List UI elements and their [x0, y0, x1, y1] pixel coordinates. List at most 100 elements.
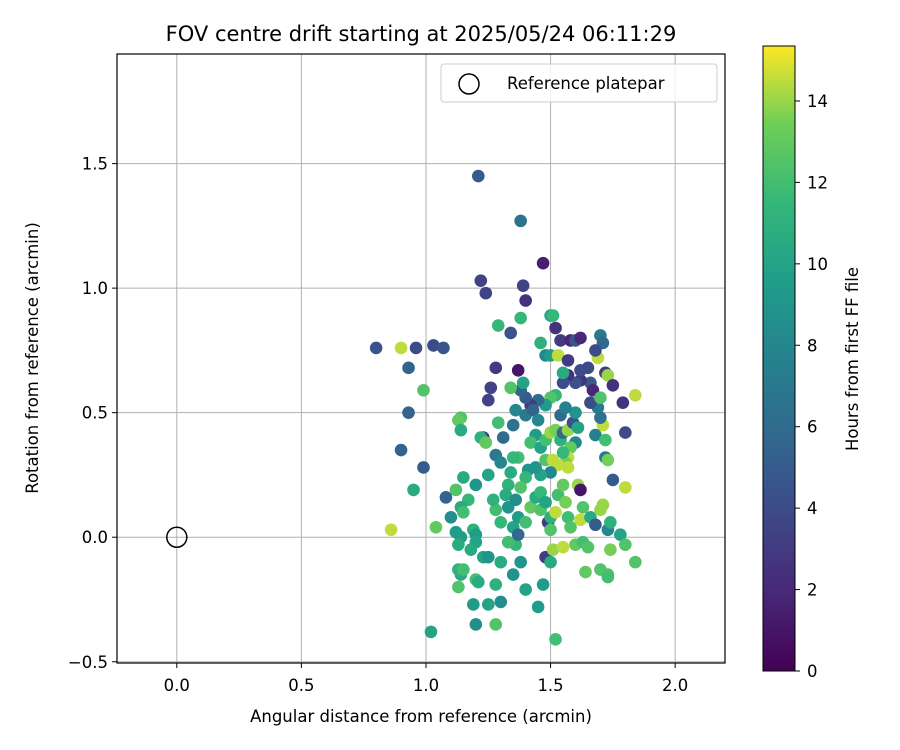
data-point	[601, 570, 615, 584]
data-point	[494, 555, 508, 569]
data-point	[407, 483, 420, 497]
data-point	[539, 496, 552, 509]
data-point	[544, 466, 557, 479]
data-point	[616, 396, 630, 410]
data-point	[556, 478, 570, 492]
data-point	[417, 461, 430, 474]
data-point	[549, 633, 562, 646]
data-point	[589, 518, 602, 532]
data-point	[619, 481, 632, 494]
data-point	[614, 528, 627, 542]
legend-marker-icon	[458, 73, 480, 95]
data-points	[369, 169, 642, 646]
data-point	[489, 578, 503, 591]
data-point	[534, 336, 547, 350]
x-tick-label: 0.5	[288, 676, 314, 695]
data-point	[452, 538, 465, 551]
data-point	[584, 396, 597, 410]
data-point	[439, 491, 453, 504]
data-point	[524, 501, 537, 514]
data-point	[594, 411, 607, 424]
data-point	[467, 598, 480, 611]
data-point	[457, 563, 470, 576]
data-point	[561, 354, 575, 367]
data-point	[506, 568, 520, 581]
data-point	[549, 321, 562, 335]
legend-box	[440, 63, 718, 103]
data-point	[556, 366, 570, 380]
data-point	[531, 413, 545, 427]
data-point	[606, 378, 620, 392]
data-point	[384, 523, 398, 537]
data-point	[516, 279, 530, 292]
x-tick-label: 0.0	[164, 676, 190, 695]
colorbar-label: Hours from first FF file	[843, 267, 862, 451]
data-point	[504, 381, 518, 395]
y-axis-label: Rotation from reference (arcmin)	[23, 222, 42, 494]
chart-title: FOV centre drift starting at 2025/05/24 …	[166, 22, 677, 46]
data-point	[574, 364, 587, 377]
data-point	[536, 578, 550, 591]
data-point	[581, 540, 595, 554]
data-point	[409, 341, 423, 355]
reference-platepar-marker	[166, 526, 188, 548]
data-point	[601, 453, 615, 467]
data-point	[509, 403, 522, 417]
data-point	[489, 361, 503, 375]
data-point	[556, 446, 570, 459]
data-point	[544, 555, 557, 569]
y-tick-label: 1.5	[82, 155, 108, 174]
data-point	[394, 443, 408, 457]
y-tick-label: 0.0	[82, 528, 108, 547]
data-point	[516, 376, 530, 390]
data-point	[559, 401, 572, 414]
data-point	[569, 406, 582, 419]
data-point	[429, 520, 443, 534]
data-point	[427, 339, 440, 352]
data-point	[519, 294, 532, 307]
data-point	[394, 341, 408, 355]
data-point	[504, 326, 518, 340]
data-point	[556, 376, 570, 390]
data-point	[424, 625, 438, 639]
data-point	[506, 418, 520, 432]
colorbar-tick-label: 8	[807, 336, 818, 355]
colorbar: 0 2 4 6 8 10 12 14 Hours from first FF file	[762, 45, 862, 681]
data-point	[437, 341, 450, 355]
data-point	[628, 388, 642, 402]
data-point	[514, 311, 527, 325]
data-point	[519, 583, 532, 596]
data-point	[454, 423, 468, 437]
data-point	[481, 393, 495, 407]
data-point	[534, 486, 547, 499]
data-point	[619, 538, 632, 551]
data-point	[561, 461, 575, 474]
data-point	[514, 214, 527, 228]
x-tick-label: 1.5	[537, 676, 563, 695]
data-point	[574, 513, 587, 527]
data-point	[499, 488, 513, 502]
data-point	[417, 383, 430, 397]
data-point	[574, 331, 587, 345]
y-tick-label: 0.5	[82, 404, 108, 423]
data-point	[601, 369, 615, 382]
data-point	[546, 309, 560, 322]
data-point	[509, 493, 522, 507]
x-tick-label: 2.0	[662, 676, 688, 695]
data-point	[457, 506, 470, 519]
data-point	[589, 344, 602, 357]
data-point	[589, 428, 602, 442]
colorbar-gradient	[762, 45, 796, 672]
data-point	[452, 413, 465, 427]
y-tick-label: −0.5	[68, 653, 108, 672]
data-point	[489, 503, 503, 517]
data-point	[549, 506, 562, 519]
data-point	[519, 515, 532, 529]
data-point	[464, 543, 478, 556]
gridlines	[117, 54, 725, 663]
data-point	[444, 510, 458, 524]
data-point	[491, 319, 505, 332]
data-point	[511, 364, 525, 377]
colorbar-tick-label: 10	[807, 255, 828, 274]
data-point	[479, 286, 493, 300]
